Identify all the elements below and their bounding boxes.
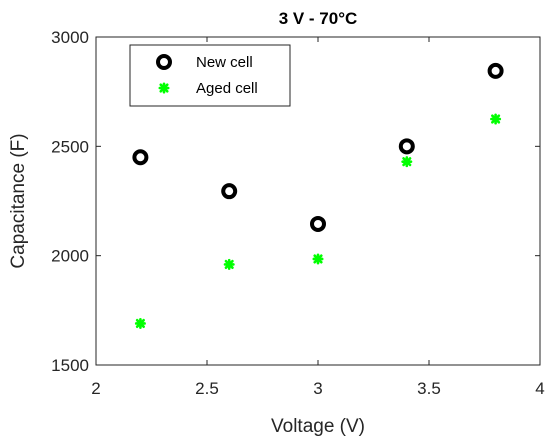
x-tick-label: 3 <box>313 379 322 398</box>
new-cell-point <box>132 149 149 166</box>
x-tick-label: 2.5 <box>195 379 219 398</box>
y-tick-label: 1500 <box>51 356 89 375</box>
y-tick-label: 2500 <box>51 137 89 156</box>
chart-title: 3 V - 70°C <box>279 9 358 28</box>
data-marks <box>132 62 504 329</box>
legend-label-new-cell: New cell <box>196 54 253 71</box>
aged-cell-point <box>134 317 146 329</box>
axes: 2 2.5 3 3.5 4 1500 2000 2500 3000 <box>51 28 545 398</box>
new-cell-point <box>487 62 504 79</box>
x-axis-label: Voltage (V) <box>271 416 365 437</box>
aged-cell-point <box>401 156 413 168</box>
legend: New cell Aged cell <box>129 44 291 107</box>
y-tick-label: 3000 <box>51 28 89 47</box>
aged-cell-point <box>490 113 502 125</box>
y-axis-label: Capacitance (F) <box>8 133 29 268</box>
legend-box <box>129 44 291 107</box>
aged-cell-point <box>312 253 324 265</box>
new-cell-point <box>310 215 326 232</box>
y-tick-label: 2000 <box>51 247 89 266</box>
legend-marker-aged-cell <box>158 82 170 94</box>
aged-cell-point <box>223 258 235 270</box>
new-cell-point <box>398 138 415 155</box>
legend-label-aged-cell: Aged cell <box>196 80 258 97</box>
new-cell-point <box>221 183 238 200</box>
x-tick-label: 3.5 <box>417 379 441 398</box>
x-tick-label: 4 <box>535 379 544 398</box>
x-tick-label: 2 <box>91 379 100 398</box>
legend-marker-new-cell <box>156 54 172 70</box>
